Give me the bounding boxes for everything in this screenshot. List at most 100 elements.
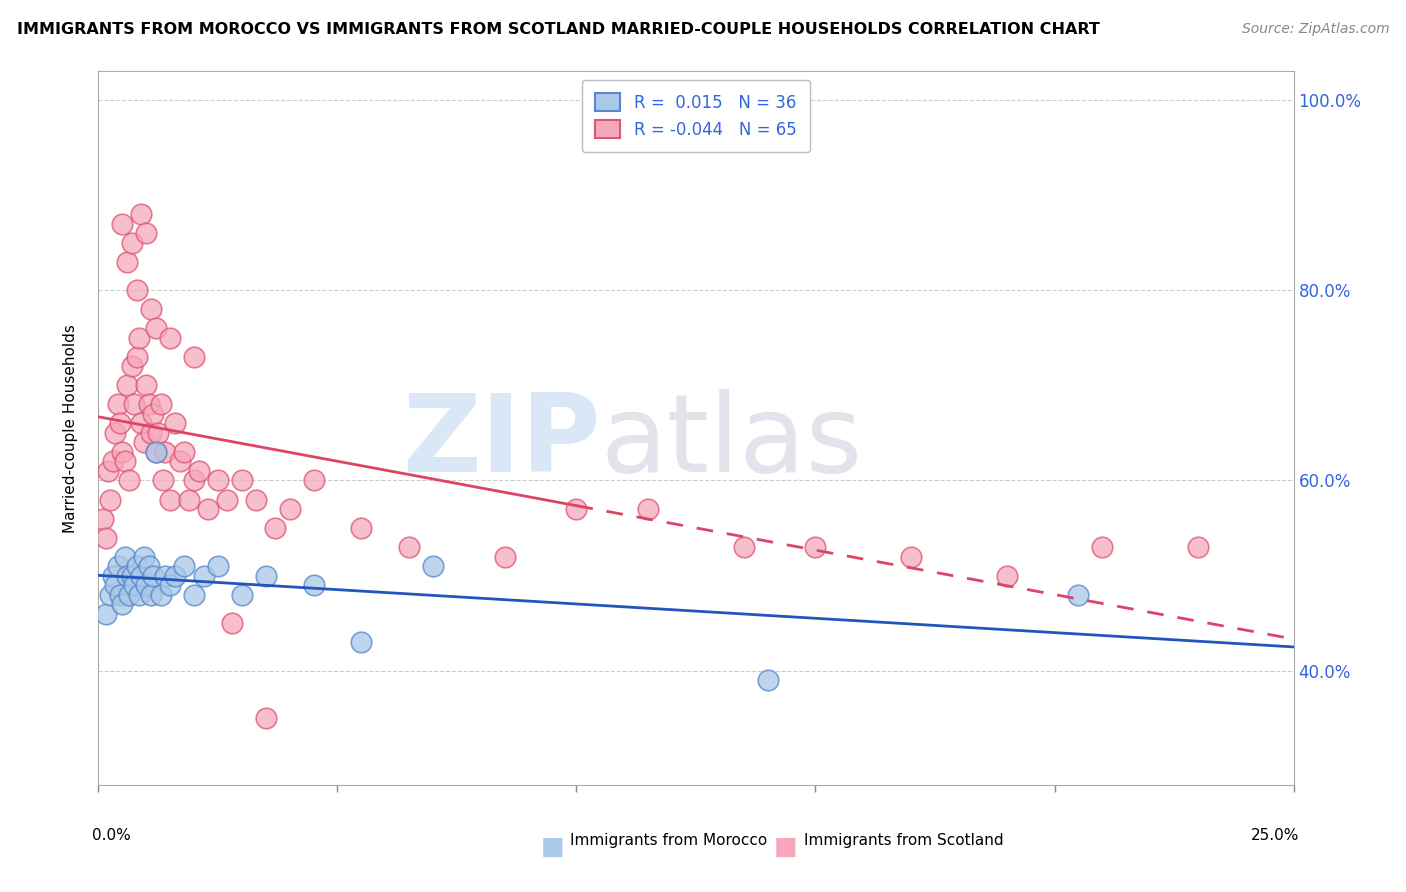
Point — [350, 635, 373, 649]
Point — [118, 474, 141, 488]
Point — [132, 435, 155, 450]
Point — [733, 540, 755, 554]
Point — [108, 588, 131, 602]
Point — [302, 578, 325, 592]
Point — [183, 474, 205, 488]
Point — [111, 217, 134, 231]
Point — [111, 597, 134, 611]
Point — [101, 568, 124, 582]
Y-axis label: Married-couple Households: Married-couple Households — [63, 324, 77, 533]
Point — [135, 578, 157, 592]
Point — [132, 549, 155, 564]
Point — [422, 559, 444, 574]
Point — [98, 492, 122, 507]
Point — [114, 549, 136, 564]
Point — [197, 502, 219, 516]
Point — [155, 445, 177, 459]
Point — [104, 578, 127, 592]
Point — [139, 425, 162, 440]
Point — [179, 492, 201, 507]
Point — [131, 207, 153, 221]
Point — [107, 559, 129, 574]
Point — [187, 464, 209, 478]
Text: ■: ■ — [541, 835, 564, 859]
Point — [155, 568, 177, 582]
Point — [124, 578, 146, 592]
Point — [107, 397, 129, 411]
Point — [131, 417, 153, 431]
Point — [900, 549, 922, 564]
Point — [193, 568, 215, 582]
Point — [173, 445, 195, 459]
Point — [108, 417, 131, 431]
Point — [183, 350, 205, 364]
Point — [221, 616, 243, 631]
Point — [131, 568, 153, 582]
Point — [163, 417, 186, 431]
Point — [97, 464, 120, 478]
Point — [121, 359, 143, 374]
Point — [94, 531, 117, 545]
Point — [145, 445, 167, 459]
Point — [111, 445, 134, 459]
Point — [302, 474, 325, 488]
Point — [128, 331, 150, 345]
Text: Source: ZipAtlas.com: Source: ZipAtlas.com — [1241, 22, 1389, 37]
Point — [149, 588, 172, 602]
Point — [114, 454, 136, 468]
Point — [245, 492, 267, 507]
Legend: R =  0.015   N = 36, R = -0.044   N = 65: R = 0.015 N = 36, R = -0.044 N = 65 — [582, 79, 810, 152]
Point — [152, 474, 174, 488]
Point — [159, 578, 181, 592]
Text: ZIP: ZIP — [402, 390, 600, 495]
Point — [756, 673, 779, 688]
Text: 0.0%: 0.0% — [93, 828, 131, 843]
Point — [398, 540, 420, 554]
Point — [169, 454, 191, 468]
Point — [124, 397, 146, 411]
Text: atlas: atlas — [600, 390, 862, 495]
Point — [231, 588, 253, 602]
Point — [217, 492, 239, 507]
Point — [159, 331, 181, 345]
Text: Immigrants from Morocco: Immigrants from Morocco — [571, 833, 768, 848]
Point — [98, 588, 122, 602]
Point — [207, 474, 229, 488]
Point — [125, 559, 148, 574]
Point — [804, 540, 827, 554]
Point — [121, 568, 143, 582]
Point — [115, 254, 138, 268]
Point — [565, 502, 588, 516]
Point — [494, 549, 516, 564]
Point — [121, 235, 143, 250]
Point — [173, 559, 195, 574]
Point — [350, 521, 373, 535]
Point — [148, 425, 170, 440]
Point — [637, 502, 659, 516]
Point — [254, 711, 277, 725]
Point — [231, 474, 253, 488]
Point — [145, 321, 167, 335]
Point — [163, 568, 186, 582]
Point — [125, 350, 148, 364]
Point — [149, 397, 172, 411]
Point — [159, 492, 181, 507]
Point — [115, 378, 138, 392]
Point — [254, 568, 277, 582]
Point — [142, 407, 165, 421]
Point — [135, 226, 157, 240]
Point — [1187, 540, 1209, 554]
Point — [183, 588, 205, 602]
Point — [104, 425, 127, 440]
Point — [995, 568, 1018, 582]
Point — [91, 511, 114, 525]
Point — [125, 283, 148, 297]
Point — [128, 588, 150, 602]
Point — [139, 302, 162, 317]
Point — [207, 559, 229, 574]
Text: Immigrants from Scotland: Immigrants from Scotland — [804, 833, 1002, 848]
Point — [1067, 588, 1090, 602]
Point — [1091, 540, 1114, 554]
Point — [278, 502, 301, 516]
Point — [138, 397, 160, 411]
